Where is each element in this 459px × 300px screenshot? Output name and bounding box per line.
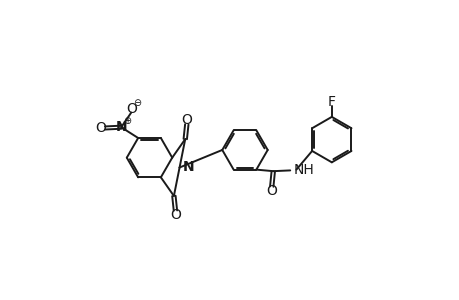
Text: N: N bbox=[182, 160, 194, 175]
Text: ⊕: ⊕ bbox=[123, 116, 131, 126]
Text: F: F bbox=[327, 95, 335, 109]
Text: NH: NH bbox=[293, 163, 313, 177]
Text: ⊖: ⊖ bbox=[133, 98, 141, 108]
Text: O: O bbox=[170, 208, 180, 222]
Text: N: N bbox=[115, 120, 127, 134]
Text: O: O bbox=[95, 121, 106, 135]
Text: O: O bbox=[126, 103, 137, 116]
Text: O: O bbox=[266, 184, 277, 198]
Text: O: O bbox=[181, 113, 192, 127]
